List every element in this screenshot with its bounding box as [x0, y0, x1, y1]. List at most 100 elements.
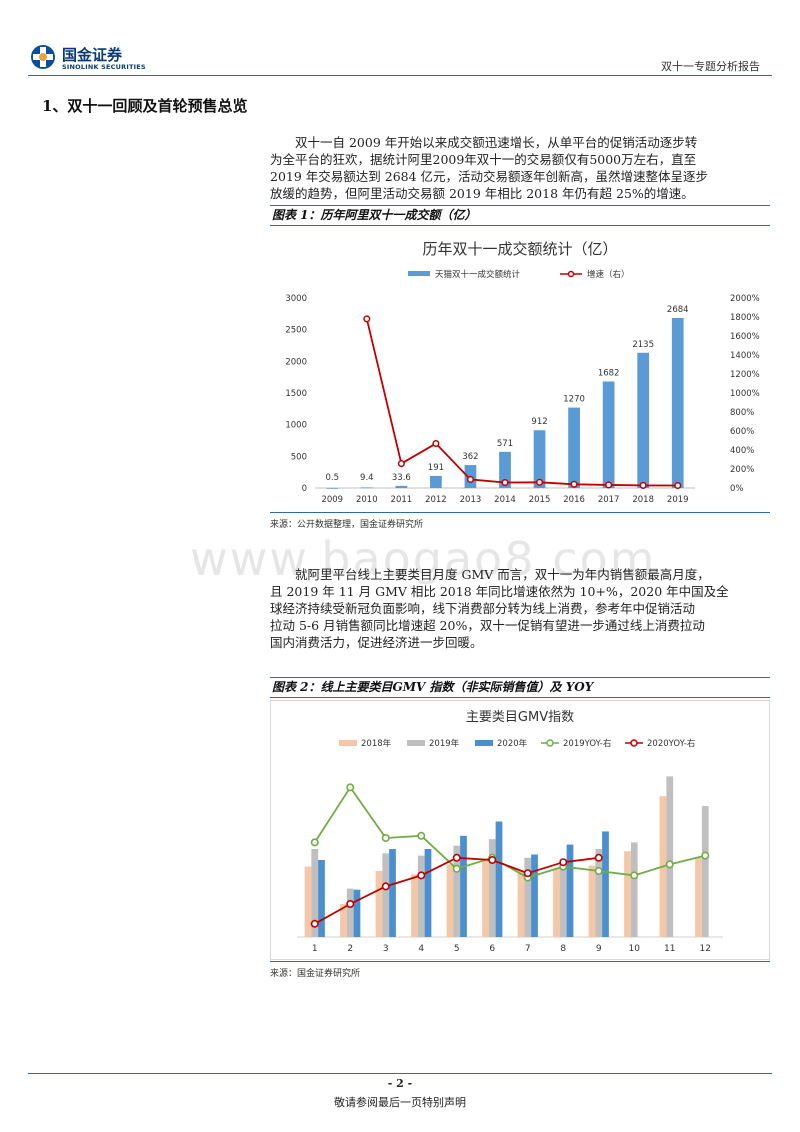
- bar: [488, 839, 496, 937]
- legend-label: 2019年: [429, 738, 460, 749]
- bar: [360, 487, 373, 489]
- figure-2-source-divider: [270, 961, 770, 962]
- growth-line: [365, 318, 678, 487]
- growth-point: [466, 475, 475, 483]
- legend-marker: [546, 739, 554, 747]
- y2-tick-label: 1200%: [730, 370, 760, 380]
- bar: [417, 855, 425, 937]
- yoy-point: [381, 882, 390, 891]
- bar: [671, 318, 684, 488]
- x-tick-label: 5: [454, 944, 460, 954]
- x-tick-label: 2010: [356, 495, 378, 505]
- footer-divider: [28, 1073, 772, 1074]
- bar: [701, 806, 709, 937]
- gmv-index-chart: 主要类目GMV指数 2018年 2019年 2020年 2019YOY-右 2020YOY…: [297, 710, 723, 954]
- bar: [382, 853, 390, 937]
- legend-label: 天猫双十一成交额统计: [435, 269, 521, 280]
- x-tick-label: 7: [525, 944, 531, 954]
- bar: [533, 430, 546, 488]
- yoy-point: [417, 871, 426, 880]
- y2-tick-label: 1400%: [730, 351, 760, 361]
- yoy-point: [452, 864, 461, 873]
- x-tick-label: 3: [383, 944, 389, 954]
- x-tick-label: 2009: [321, 495, 343, 505]
- bar: [553, 868, 560, 937]
- paragraph-line: 就阿里平台线上主要类目月度 GMV 而言，双十一为年内销售额最高月度，: [295, 567, 710, 582]
- growth-point: [432, 439, 440, 448]
- figure-2-caption: 图表 2：线上主要类目GMV 指数（非实际销售值）及 YOY: [272, 680, 594, 694]
- y-tick-label: 1000: [285, 421, 307, 431]
- y2-tick-label: 1600%: [730, 332, 760, 342]
- bar: [311, 849, 319, 937]
- watermark: www.baogao8.com: [190, 532, 657, 586]
- section-heading: 1、双十一回顾及首轮预售总览: [42, 97, 248, 115]
- data-label: 1270: [563, 395, 585, 405]
- y-tick-label: 0: [302, 484, 307, 494]
- bar: [318, 860, 325, 937]
- growth-point: [570, 480, 578, 488]
- yoy-point: [594, 853, 603, 862]
- paragraph-line: 双十一自 2009 年开始以来成交额迅速增长，从单平台的促销活动逐步转: [295, 135, 698, 150]
- yoy-point: [452, 853, 461, 862]
- y2-tick-label: 0%: [730, 484, 744, 494]
- data-label: 1682: [598, 368, 620, 378]
- data-label: 2135: [632, 340, 654, 350]
- logo-name-en: SINOLINK SECURITIES: [62, 63, 146, 71]
- gmv-history-chart: 历年双十一成交额统计（亿） 天猫双十一成交额统计 增速（右） 0 500 1000 1500…: [285, 240, 760, 505]
- legend-marker: [630, 739, 638, 747]
- bar: [375, 871, 383, 937]
- paragraph-line: 2019 年交易额达到 2684 亿元，活动交易额逐年创新高，虽然增速整体呈逐步: [270, 169, 709, 184]
- bar: [482, 860, 489, 937]
- x-tick-label: 2014: [494, 495, 516, 505]
- y-tick-label: 2500: [285, 326, 307, 336]
- data-label: 33.6: [392, 473, 411, 483]
- bar: [595, 849, 603, 937]
- data-label: 2684: [667, 305, 689, 315]
- yoy-point: [630, 871, 639, 880]
- y2-tick-label: 1000%: [730, 389, 760, 399]
- paragraph-2: 就阿里平台线上主要类目月度 GMV 而言，双十一为年内销售额最高月度， 且 20…: [270, 566, 770, 651]
- yoy-point: [559, 858, 568, 867]
- y2-tick-label: 2000%: [730, 294, 760, 304]
- data-label: 912: [531, 417, 547, 427]
- sinolink-logo-icon: [31, 45, 55, 69]
- bar: [499, 451, 511, 488]
- bar: [389, 849, 396, 937]
- x-tick-label: 2017: [598, 495, 620, 505]
- yoy-point: [594, 867, 603, 876]
- yoy-point: [346, 783, 355, 792]
- y-tick-label: 2000: [285, 357, 307, 367]
- legend-label: 2018年: [361, 738, 392, 749]
- bar: [495, 821, 503, 937]
- growth-point: [363, 315, 371, 323]
- chart-title: 主要类目GMV指数: [466, 710, 574, 725]
- page-number: - 2 -: [387, 1077, 413, 1090]
- bar: [531, 854, 538, 937]
- legend-swatch-bar: [407, 740, 425, 746]
- footer-disclaimer: 敬请参阅最后一页特别声明: [334, 1096, 466, 1109]
- bar: [326, 487, 339, 489]
- x-tick-label: 2015: [529, 495, 551, 505]
- bar: [424, 849, 432, 937]
- legend-label: 2020年: [497, 738, 528, 749]
- y2-tick-label: 400%: [730, 446, 754, 456]
- report-title: 双十一专题分析报告: [661, 60, 760, 73]
- y2-tick-label: 1800%: [730, 313, 760, 323]
- yoy-point: [346, 900, 355, 909]
- bar: [637, 352, 650, 488]
- x-tick-label: 1: [312, 944, 318, 954]
- growth-point: [605, 481, 613, 489]
- y2-tick-label: 200%: [730, 465, 754, 475]
- paragraph-line: 为全平台的狂欢，据统计阿里2009年双十一的交易额仅有5000万左右，直至: [270, 152, 697, 167]
- x-tick-label: 10: [629, 944, 641, 954]
- bar: [446, 864, 454, 937]
- yoy-line: [313, 785, 706, 879]
- data-label: 9.4: [360, 473, 374, 483]
- y2-tick-label: 800%: [730, 408, 754, 418]
- data-label: 191: [428, 463, 444, 473]
- y-tick-label: 1500: [285, 389, 307, 399]
- bar: [602, 381, 615, 488]
- x-tick-label: 2013: [460, 495, 482, 505]
- yoy-point: [310, 919, 319, 928]
- growth-point: [501, 478, 509, 487]
